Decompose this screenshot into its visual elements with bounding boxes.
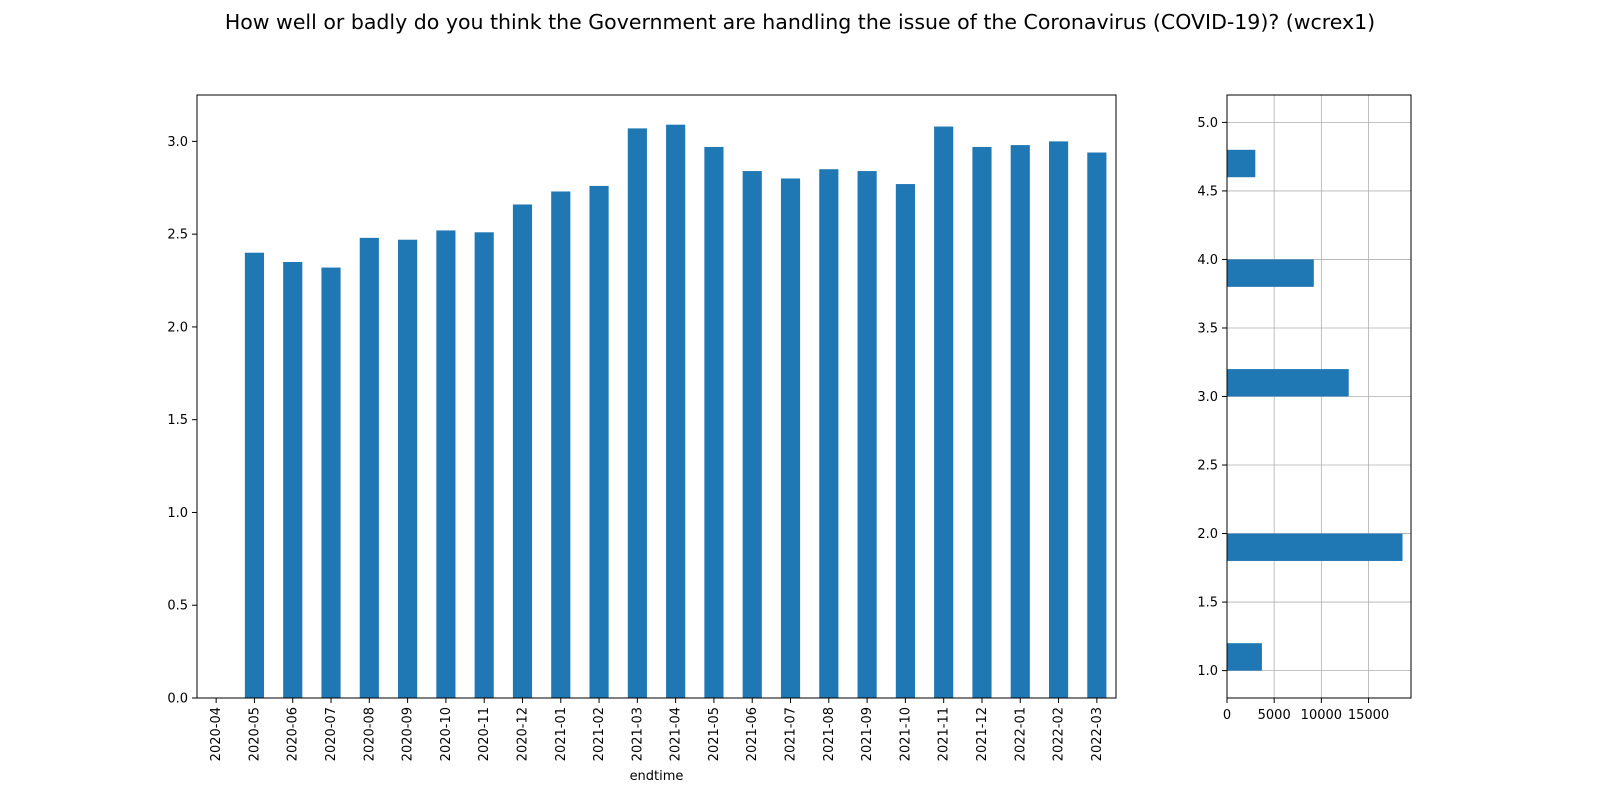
y-tick-label: 2.5 — [1197, 459, 1218, 474]
x-tick-label: 2020-06 — [286, 707, 301, 761]
bar — [895, 184, 915, 698]
bar — [934, 126, 954, 698]
bar — [704, 146, 724, 698]
bar — [436, 230, 456, 699]
y-tick-label: 5.0 — [1197, 116, 1218, 131]
x-tick-label: 2021-12 — [975, 707, 990, 761]
y-tick-label: 2.0 — [167, 320, 188, 335]
y-tick-label: 4.0 — [1197, 253, 1218, 268]
histogram-bar — [1227, 533, 1403, 561]
bar — [398, 239, 418, 698]
x-tick-label: 2022-02 — [1052, 707, 1067, 761]
plot-frame — [1226, 94, 1412, 699]
x-tick-label: 2020-12 — [515, 707, 530, 761]
figure-title: How well or badly do you think the Gover… — [224, 10, 1376, 34]
x-tick-label: 2021-11 — [937, 707, 952, 761]
bar — [666, 124, 686, 698]
bar — [283, 261, 303, 698]
histogram-bar — [1227, 259, 1314, 287]
bar — [780, 178, 801, 698]
x-tick-label: 2020-07 — [324, 707, 339, 761]
y-tick-label: 1.5 — [1197, 596, 1218, 611]
x-tick-label: 15000 — [1348, 708, 1389, 723]
bar — [551, 191, 571, 699]
y-tick-label: 1.0 — [167, 506, 188, 521]
bar — [359, 237, 379, 698]
x-tick-label: 5000 — [1258, 708, 1291, 723]
bar — [972, 146, 992, 698]
bar — [589, 185, 609, 699]
x-tick-label: 2020-11 — [477, 707, 492, 761]
bar — [627, 128, 647, 699]
y-tick-label: 0.0 — [167, 692, 188, 707]
x-tick-label: 2021-10 — [898, 707, 913, 761]
y-tick-label: 1.5 — [167, 413, 188, 428]
bar — [1010, 145, 1030, 698]
bar — [474, 232, 494, 698]
x-tick-label: 2021-01 — [554, 707, 569, 761]
histogram-bar — [1227, 643, 1262, 671]
y-tick-label: 0.5 — [167, 599, 188, 614]
x-tick-label: 2020-08 — [362, 707, 377, 761]
histogram-bar — [1227, 149, 1256, 178]
x-tick-label: 10000 — [1301, 708, 1342, 723]
y-tick-label: 3.0 — [167, 135, 188, 150]
plot-frame — [196, 94, 1117, 699]
x-tick-label: 2021-07 — [784, 707, 799, 761]
bar — [742, 171, 762, 698]
y-tick-label: 2.0 — [1197, 527, 1218, 542]
bar — [244, 252, 265, 698]
y-tick-label: 3.0 — [1197, 390, 1218, 405]
x-tick-label: 2021-04 — [669, 707, 684, 761]
x-tick-label: 2020-05 — [247, 707, 262, 761]
x-tick-label: 2022-01 — [1013, 707, 1028, 761]
y-tick-label: 4.5 — [1197, 184, 1218, 199]
x-tick-label: 2021-09 — [860, 707, 875, 761]
x-tick-label: 2022-03 — [1090, 707, 1105, 761]
bar — [1087, 152, 1107, 699]
x-tick-label: 2021-03 — [630, 707, 645, 761]
x-tick-label: 2021-08 — [822, 707, 837, 761]
y-tick-label: 2.5 — [167, 228, 188, 243]
x-tick-label: 2021-02 — [592, 707, 607, 761]
bar — [819, 169, 839, 698]
x-axis-label: endtime — [630, 769, 684, 784]
y-tick-label: 3.5 — [1197, 321, 1218, 336]
bar — [512, 204, 533, 698]
x-tick-label: 2020-10 — [439, 707, 454, 761]
bar — [321, 267, 341, 698]
x-tick-label: 2021-05 — [707, 707, 722, 761]
x-tick-label: 2020-09 — [401, 707, 416, 761]
bar — [857, 171, 877, 698]
bar — [1048, 141, 1069, 698]
histogram-bar — [1227, 369, 1349, 397]
x-tick-label: 2020-04 — [209, 707, 224, 761]
x-tick-label: 0 — [1223, 708, 1231, 723]
side-histogram: 0 5000 10000 15000 1.0 1.5 2.0 2.5 3.0 3.5 4.0 4.5 5… — [1197, 94, 1412, 723]
y-tick-label: 1.0 — [1197, 664, 1218, 679]
x-tick-label: 2021-06 — [745, 707, 760, 761]
main-bar-chart: 2020-04 2020-05 2020-06 2020-07 2020-08 2020-… — [167, 94, 1117, 784]
